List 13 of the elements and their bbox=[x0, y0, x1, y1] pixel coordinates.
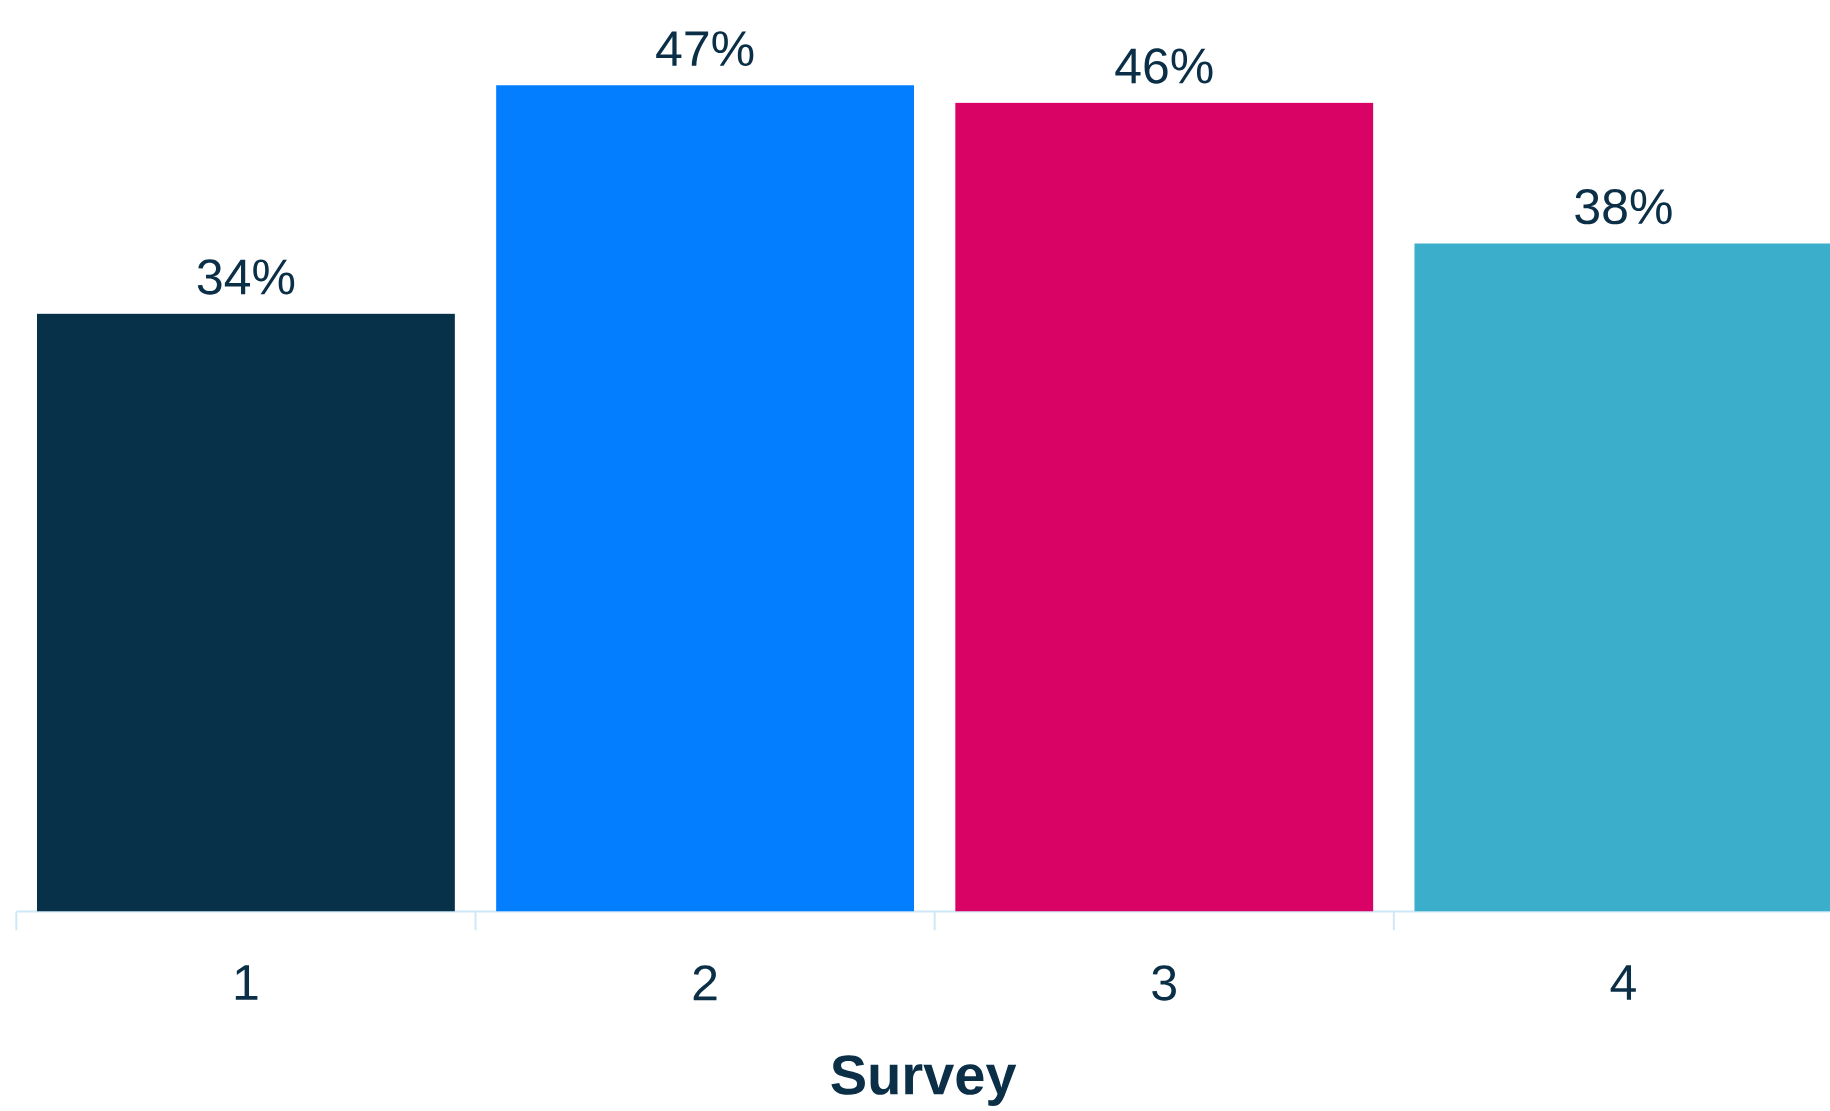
data-label: 47% bbox=[656, 31, 754, 67]
bar bbox=[37, 313, 455, 912]
x-axis-title: Survey bbox=[831, 1055, 1017, 1106]
bar bbox=[1414, 243, 1830, 912]
data-label: 46% bbox=[1115, 48, 1213, 84]
x-tick-label: 3 bbox=[1152, 965, 1176, 1001]
x-tick-label: 2 bbox=[693, 965, 717, 1001]
data-label: 38% bbox=[1575, 188, 1672, 225]
bar bbox=[955, 102, 1374, 912]
bar bbox=[496, 85, 914, 912]
data-label: 34% bbox=[197, 259, 295, 295]
x-tick-label: 1 bbox=[235, 965, 258, 1000]
x-tick-label: 4 bbox=[1610, 965, 1636, 1000]
